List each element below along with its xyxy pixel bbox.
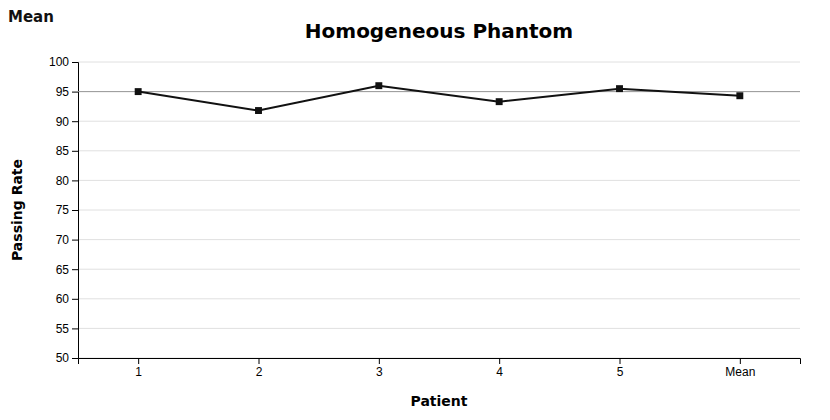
chart-container: 1 2 3 4 5 Mean 50 55 60 65 70 75 80 85 90 95 100 Homogene… [0,0,830,420]
y-axis-line [72,63,79,359]
y-tick-label: 60 [56,292,70,306]
y-tick-label: 55 [56,322,70,336]
y-tick-mark [72,328,78,329]
y-tick-mark [72,269,78,270]
y-tick-mark [72,151,78,152]
grid-line [78,62,800,63]
plot-root: 1 2 3 4 5 Mean 50 55 60 65 70 75 80 85 90 95 100 [49,55,801,378]
y-tick-mark [72,180,78,181]
x-tick: 1 [135,358,142,379]
x-tick-label: 3 [376,365,383,379]
y-tick: 70 [56,233,78,247]
y-axis-title: Passing Rate [9,159,25,261]
x-tick-label: 4 [496,365,503,379]
grid-line [78,150,800,151]
x-tick: 5 [617,358,624,379]
y-tick: 60 [56,292,78,306]
x-axis-title: Patient [411,393,468,409]
chart-title: Homogeneous Phantom [305,19,573,43]
x-tick-label: 5 [617,365,624,379]
data-marker [135,88,142,95]
data-marker [496,98,503,105]
grid-line [78,180,800,181]
x-tick-mark [499,358,500,364]
x-tick-mark [620,358,621,364]
annotation: Mean [8,8,54,26]
data-line [138,86,740,111]
y-tick-label: 65 [56,263,70,277]
y-tick-mark [72,62,78,63]
grid-line [78,328,800,329]
y-tick: 85 [56,144,78,158]
y-tick-label: 90 [56,115,70,129]
y-tick-mark [72,358,78,359]
y-tick-label: 80 [56,174,70,188]
y-tick: 65 [56,263,78,277]
plot-area [78,82,800,114]
y-tick-label: 95 [56,85,70,99]
y-axis: 50 55 60 65 70 75 80 85 90 95 100 [49,55,79,365]
x-tick-mark [379,358,380,364]
y-tick: 100 [49,55,78,69]
y-tick-label: 85 [56,144,70,158]
grid-line [78,239,800,240]
data-marker [616,85,623,92]
grid-line [78,121,800,122]
y-tick-mark [72,240,78,241]
x-tick: 4 [496,358,503,379]
x-tick: Mean [725,358,755,379]
x-tick: 3 [376,358,383,379]
x-axis: 1 2 3 4 5 Mean [79,358,801,379]
x-tick-mark [740,358,741,364]
x-tick-mark [259,358,260,364]
x-tick-label: 2 [256,365,263,379]
y-tick-mark [72,299,78,300]
data-marker [375,82,382,89]
y-tick-label: 70 [56,233,70,247]
data-marker [736,92,743,99]
y-tick-mark [72,92,78,93]
x-tick: 2 [256,358,263,379]
x-axis-line [79,359,801,365]
grid [78,62,800,358]
y-tick-label: 50 [56,351,70,365]
x-tick-label: Mean [725,365,755,379]
x-tick-mark [138,358,139,364]
grid-line [78,269,800,270]
y-tick-label: 75 [56,203,70,217]
data-marker [255,107,262,114]
y-tick-mark [72,210,78,211]
y-tick: 50 [56,351,78,365]
y-tick: 75 [56,203,78,217]
y-tick-label: 100 [49,55,69,69]
y-tick: 95 [56,85,78,99]
grid-line [78,298,800,299]
y-tick: 90 [56,115,78,129]
y-tick: 80 [56,174,78,188]
grid-line [78,210,800,211]
y-tick: 55 [56,322,78,336]
chart-svg: 1 2 3 4 5 Mean 50 55 60 65 70 75 80 85 90 95 100 Homogene… [0,0,830,420]
y-tick-mark [72,121,78,122]
x-tick-label: 1 [135,365,142,379]
